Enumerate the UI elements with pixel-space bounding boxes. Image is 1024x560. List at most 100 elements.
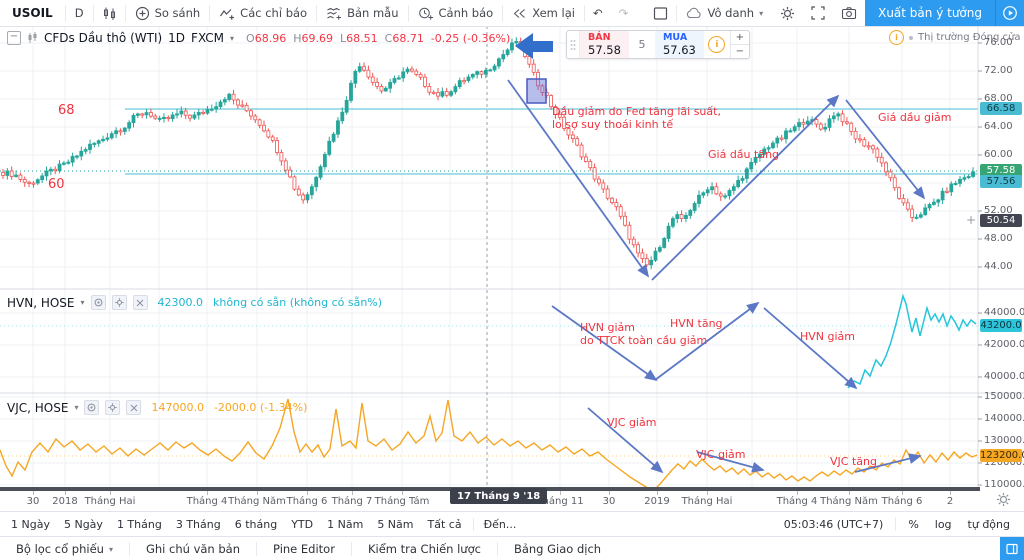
time-label: Tháng Hai — [84, 496, 136, 507]
time-tick — [797, 491, 798, 495]
quantity-stepper[interactable]: + − — [729, 31, 749, 58]
bottom-tabs: Bộ lọc cổ phiếu ▾ Ghi chú văn bản Pine Edit… — [0, 536, 1024, 560]
collapse-icon[interactable]: − — [7, 31, 21, 45]
tab-pine-editor[interactable]: Pine Editor — [273, 542, 335, 556]
indicators-icon — [220, 8, 235, 20]
price-tick: 44000.0 — [984, 307, 1024, 318]
interval-button[interactable]: D — [74, 6, 84, 20]
text-annotation-drawing[interactable]: HVN giảm — [800, 330, 856, 343]
publish-play-button[interactable] — [995, 0, 1024, 26]
range-button[interactable]: 1 Năm — [327, 517, 364, 531]
hide-icon[interactable] — [84, 400, 100, 415]
text-annotation-drawing[interactable]: HVN tăng — [670, 317, 723, 330]
hvn-title: HVN, HOSE — [7, 295, 75, 310]
range-button[interactable]: 3 Tháng — [175, 517, 221, 531]
range-button[interactable]: 5 Năm — [377, 517, 414, 531]
buy-button[interactable]: MUA 57.63 — [654, 31, 704, 58]
increase-button[interactable]: + — [730, 31, 749, 45]
range-button[interactable]: YTD — [291, 517, 314, 531]
time-label: 30 — [602, 496, 616, 507]
fullscreen-button[interactable] — [803, 0, 833, 26]
axis-settings-gear-icon[interactable] — [996, 492, 1011, 507]
undo-button[interactable]: ↶ — [592, 6, 603, 20]
tab-strategy-tester[interactable]: Kiểm tra Chiến lược — [367, 542, 481, 556]
time-axis[interactable]: 30 2018 Tháng Hai Tháng 4 Tháng Năm Tháng 6 Th… — [0, 487, 1024, 512]
usoil-exchange[interactable]: FXCM — [191, 31, 225, 45]
settings-icon[interactable] — [111, 295, 127, 310]
snapshot-button[interactable] — [833, 0, 865, 26]
publish-idea-button[interactable]: Xuất bản ý tưởng — [865, 0, 995, 26]
hvn-legend[interactable]: HVN, HOSE ▾ 42300.0 không có sẵn (không … — [7, 295, 382, 310]
text-annotation-drawing[interactable]: VJC giảm — [607, 416, 657, 429]
time-tick — [257, 491, 258, 495]
usoil-interval[interactable]: 1D — [168, 31, 186, 45]
compare-button[interactable]: So sánh — [126, 0, 210, 26]
close-icon[interactable] — [132, 295, 148, 310]
vjc-value: 147000.0 — [151, 401, 204, 414]
tab-trading-panel[interactable]: Bảng Giao dịch — [513, 542, 602, 556]
account-menu[interactable]: Vô danh ▾ — [677, 0, 773, 26]
highlight-rectangle-drawing[interactable] — [526, 78, 547, 104]
redo-button[interactable]: ↷ — [618, 6, 629, 20]
series-glyph-icon — [28, 32, 37, 43]
chevron-down-icon[interactable]: ▾ — [80, 298, 85, 307]
indicators-button[interactable]: Các chỉ báo — [210, 0, 316, 26]
text-annotation-drawing[interactable]: 60 — [48, 177, 65, 192]
range-button[interactable]: 5 Ngày — [63, 517, 103, 531]
clock-label[interactable]: 05:03:46 (UTC+7) — [783, 517, 884, 531]
trend-arrow-drawings[interactable] — [507, 79, 926, 474]
alerts-button[interactable]: Cảnh báo — [409, 0, 503, 26]
templates-button[interactable]: Bản mẫu — [317, 0, 407, 26]
range-button[interactable]: Tất cả — [427, 517, 462, 531]
goto-date-button[interactable]: Đến... — [472, 517, 527, 531]
chevron-down-icon[interactable]: ▾ — [74, 403, 79, 412]
text-annotation-drawing[interactable]: VJC tăng — [830, 455, 877, 468]
chevron-down-icon[interactable]: ▾ — [230, 33, 235, 43]
chart-style-button[interactable] — [94, 0, 125, 26]
auto-scale-button[interactable]: tự động — [967, 517, 1010, 531]
percent-scale-button[interactable]: % — [908, 517, 919, 531]
usoil-legend[interactable]: − CFDs Dầu thô (WTI) 1D FXCM ▾ O68.96 H6… — [7, 31, 510, 45]
vjc-legend[interactable]: VJC, HOSE ▾ 147000.0 -2000.0 (-1.34%) — [7, 400, 307, 415]
fullscreen-icon — [811, 6, 825, 20]
trade-info-button[interactable]: i — [704, 31, 730, 58]
time-tick — [560, 491, 561, 495]
text-annotation-drawing[interactable]: Dầu giảm do Fed tăng lãi suất, lo sợ suy … — [552, 105, 721, 131]
text-annotation-drawing[interactable]: Giá dầu giảm — [878, 111, 952, 124]
settings-button[interactable] — [772, 0, 803, 26]
trade-panel[interactable]: BÁN 57.58 5 MUA 57.63 i + − — [566, 30, 750, 59]
tab-stock-screener[interactable]: Bộ lọc cổ phiếu ▾ — [16, 542, 113, 556]
drag-handle-icon[interactable] — [567, 31, 580, 58]
log-scale-button[interactable]: log — [934, 517, 952, 531]
text-annotation-drawing[interactable]: VJC giảm — [696, 448, 746, 461]
divider — [64, 4, 66, 22]
text-annotation-drawing[interactable]: Giá dầu tăng — [708, 148, 780, 161]
info-icon[interactable]: i — [889, 30, 904, 45]
symbol-button[interactable]: USOIL — [12, 6, 53, 20]
text-annotation-drawing[interactable]: 68 — [58, 103, 75, 118]
range-button[interactable]: 1 Ngày — [11, 517, 50, 531]
templates-label: Bản mẫu — [347, 6, 399, 20]
alert-icon — [418, 7, 433, 20]
range-button[interactable]: 6 tháng — [234, 517, 278, 531]
price-label-tag: 57.58 — [980, 164, 1022, 177]
replay-button[interactable]: Xem lại — [503, 0, 584, 26]
trading-panel-toggle[interactable] — [1000, 537, 1024, 560]
chevron-down-icon: ▾ — [759, 8, 764, 18]
text-annotation-drawing[interactable]: HVN giảm do TTCK toàn cầu giảm — [580, 321, 708, 347]
add-alert-plus-button[interactable]: + — [966, 213, 977, 227]
divider — [675, 4, 677, 22]
sell-button[interactable]: BÁN 57.58 — [580, 31, 629, 58]
hide-icon[interactable] — [90, 295, 106, 310]
decrease-button[interactable]: − — [735, 46, 745, 57]
panel-icon — [1006, 543, 1018, 554]
settings-icon[interactable] — [105, 400, 121, 415]
close-icon[interactable] — [126, 400, 142, 415]
tab-text-notes[interactable]: Ghi chú văn bản — [145, 542, 241, 556]
range-button[interactable]: 1 Tháng — [116, 517, 162, 531]
status-dot — [909, 35, 913, 40]
layout-button[interactable] — [645, 0, 676, 26]
big-left-arrow-drawing[interactable] — [515, 33, 553, 59]
